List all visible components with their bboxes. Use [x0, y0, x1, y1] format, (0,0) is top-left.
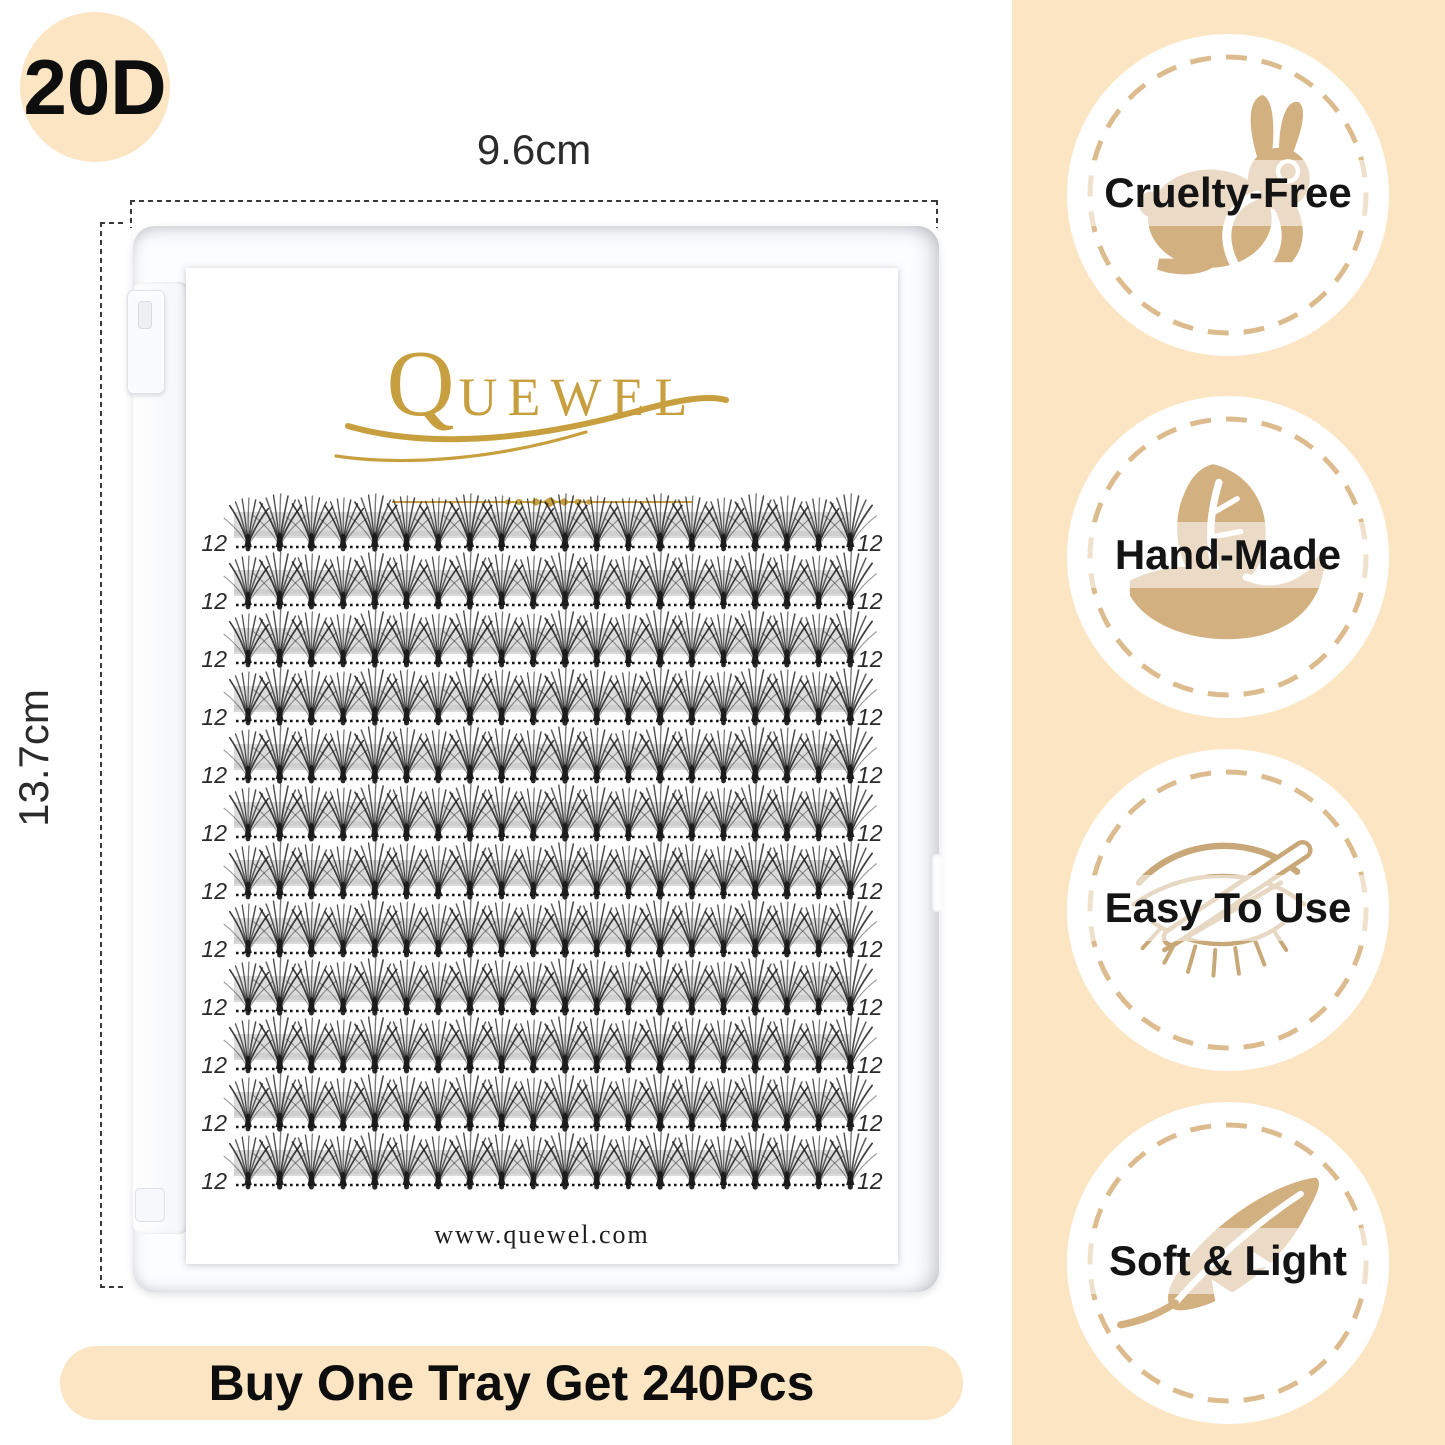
width-dimension-tick-left: [130, 200, 132, 228]
lash-row: 12 12: [186, 558, 898, 616]
lash-strip: [232, 1080, 852, 1138]
row-size-label-left: 12: [201, 646, 227, 672]
lash-strip: [232, 674, 852, 732]
row-size-label-left: 12: [201, 530, 227, 556]
lash-strip: [232, 906, 852, 964]
row-size-label-right: 12: [857, 1052, 883, 1078]
lash-row: 12 12: [186, 732, 898, 790]
lash-strip: [232, 616, 852, 674]
lash-row: 12 12: [186, 674, 898, 732]
height-dimension-tick-top: [100, 222, 126, 224]
row-size-label-left: 12: [201, 1110, 227, 1136]
tray-clasp-bottom: [135, 1188, 165, 1222]
row-size-label-left: 12: [201, 762, 227, 788]
badge-label-band: [1067, 875, 1389, 941]
height-dimension-line: [100, 222, 102, 1288]
feature-badge-soft-light: Soft & Light: [1067, 1102, 1389, 1424]
lash-tray-case: QUEWEL 12 12 12 12 12 12 12 12 12 12 12 12 12 12 12 12 1…: [127, 226, 942, 1292]
badge-label-band: [1067, 160, 1389, 226]
row-size-label-left: 12: [201, 994, 227, 1020]
tray-side-notch: [930, 854, 942, 912]
lash-count-label: 20D: [23, 42, 167, 131]
lash-rows: 12 12 12 12 12 12 12 12 12 12 12 12 12 12 12 12 12 12 12 12…: [186, 500, 898, 1196]
feature-label: Soft & Light: [1109, 1237, 1347, 1285]
lash-row: 12 12: [186, 616, 898, 674]
lash-row: 12 12: [186, 848, 898, 906]
width-dimension-label: 9.6cm: [476, 126, 592, 173]
tray-hinge-strip: [133, 282, 189, 1234]
row-size-label-left: 12: [201, 1168, 227, 1194]
lash-strip: [232, 790, 852, 848]
row-size-label-right: 12: [857, 1110, 883, 1136]
row-size-label-left: 12: [201, 878, 227, 904]
promo-banner: Buy One Tray Get 240Pcs: [60, 1346, 963, 1420]
row-size-label-left: 12: [201, 936, 227, 962]
badge-label-band: [1067, 1228, 1389, 1294]
row-size-label-left: 12: [201, 820, 227, 846]
brand-logo-text: QUEWEL: [386, 332, 698, 436]
feature-label: Easy To Use: [1104, 884, 1352, 932]
lash-row: 12 12: [186, 1022, 898, 1080]
feature-badge-cruelty-free: Cruelty-Free: [1067, 34, 1389, 356]
feature-badge-hand-made: Hand-Made: [1067, 396, 1389, 718]
height-dimension-tick-bottom: [100, 1286, 126, 1288]
lash-count-badge: 20D: [20, 12, 170, 162]
lash-row: 12 12: [186, 1080, 898, 1138]
row-size-label-left: 12: [201, 1052, 227, 1078]
lash-row: 12 12: [186, 500, 898, 558]
row-size-label-right: 12: [857, 646, 883, 672]
feature-label: Hand-Made: [1114, 531, 1342, 579]
promo-banner-label: Buy One Tray Get 240Pcs: [208, 1355, 815, 1411]
lash-strip: [232, 1138, 852, 1196]
lash-row: 12 12: [186, 790, 898, 848]
lash-row: 12 12: [186, 964, 898, 1022]
lash-strip: [232, 848, 852, 906]
row-size-label-right: 12: [857, 1168, 883, 1194]
row-size-label-left: 12: [201, 588, 227, 614]
row-size-label-right: 12: [857, 936, 883, 962]
row-size-label-right: 12: [857, 762, 883, 788]
row-size-label-right: 12: [857, 878, 883, 904]
lash-strip: [232, 732, 852, 790]
width-dimension-tick-right: [936, 200, 938, 228]
lash-strip: [232, 558, 852, 616]
tray-insert-card: QUEWEL 12 12 12 12 12 12 12 12 12 12 12 12 12 12 12 12 1…: [186, 268, 898, 1264]
row-size-label-left: 12: [201, 704, 227, 730]
feature-badge-easy-to-use: Easy To Use: [1067, 749, 1389, 1071]
tray-clasp-top: [127, 290, 165, 394]
lash-row: 12 12: [186, 1138, 898, 1196]
row-size-label-right: 12: [857, 704, 883, 730]
lash-strip: [232, 500, 852, 558]
height-dimension-label: 13.7cm: [10, 689, 57, 827]
brand-swoosh-icon: [334, 394, 729, 463]
feature-label: Cruelty-Free: [1104, 169, 1352, 217]
row-size-label-right: 12: [857, 820, 883, 846]
badge-label-band: [1067, 522, 1389, 588]
lash-strip: [232, 964, 852, 1022]
lash-row: 12 12: [186, 906, 898, 964]
row-size-label-right: 12: [857, 530, 883, 556]
row-size-label-right: 12: [857, 994, 883, 1020]
website-text: www.quewel.com: [434, 1220, 650, 1249]
row-size-label-right: 12: [857, 588, 883, 614]
lash-strip: [232, 1022, 852, 1080]
width-dimension-line: [130, 200, 938, 202]
